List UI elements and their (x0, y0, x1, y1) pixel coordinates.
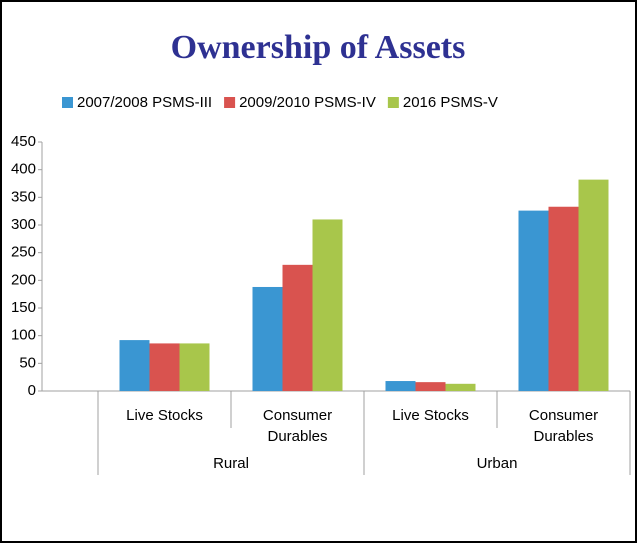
bar (312, 219, 343, 391)
bar (282, 264, 313, 391)
bar (149, 343, 180, 391)
x-tick-label: Live Stocks (392, 407, 469, 424)
y-tick-label: 350 (11, 188, 36, 205)
x-tick-label: Consumer Durables (262, 407, 333, 445)
bar (415, 382, 446, 391)
y-tick-label: 250 (11, 244, 36, 261)
legend-label: 2016 PSMS-V (403, 94, 498, 111)
bar (578, 179, 609, 391)
legend-swatch (224, 97, 236, 108)
legend-label: 2007/2008 PSMS-III (77, 94, 212, 111)
bar (548, 206, 579, 391)
chart-title: Ownership of Assets (171, 29, 466, 66)
bar (119, 340, 150, 391)
group-label: Urban (477, 455, 518, 472)
x-tick-label: Live Stocks (126, 407, 203, 424)
bar (445, 383, 476, 391)
bar (252, 286, 283, 391)
y-tick-label: 450 (11, 133, 36, 150)
y-tick-label: 300 (11, 216, 36, 233)
y-tick-label: 50 (19, 354, 36, 371)
y-tick-label: 0 (28, 382, 36, 399)
y-tick-label: 200 (11, 271, 36, 288)
legend-label: 2009/2010 PSMS-IV (239, 94, 376, 111)
legend-swatch (62, 97, 73, 108)
y-tick-label: 400 (11, 161, 36, 178)
group-label: Rural (213, 455, 249, 472)
bar (179, 343, 210, 391)
x-tick-label: Consumer Durables (528, 407, 599, 445)
y-tick-label: 100 (11, 327, 36, 344)
legend-swatch (387, 97, 399, 108)
bar (518, 210, 549, 391)
bar (385, 381, 416, 391)
y-tick-label: 150 (11, 299, 36, 316)
